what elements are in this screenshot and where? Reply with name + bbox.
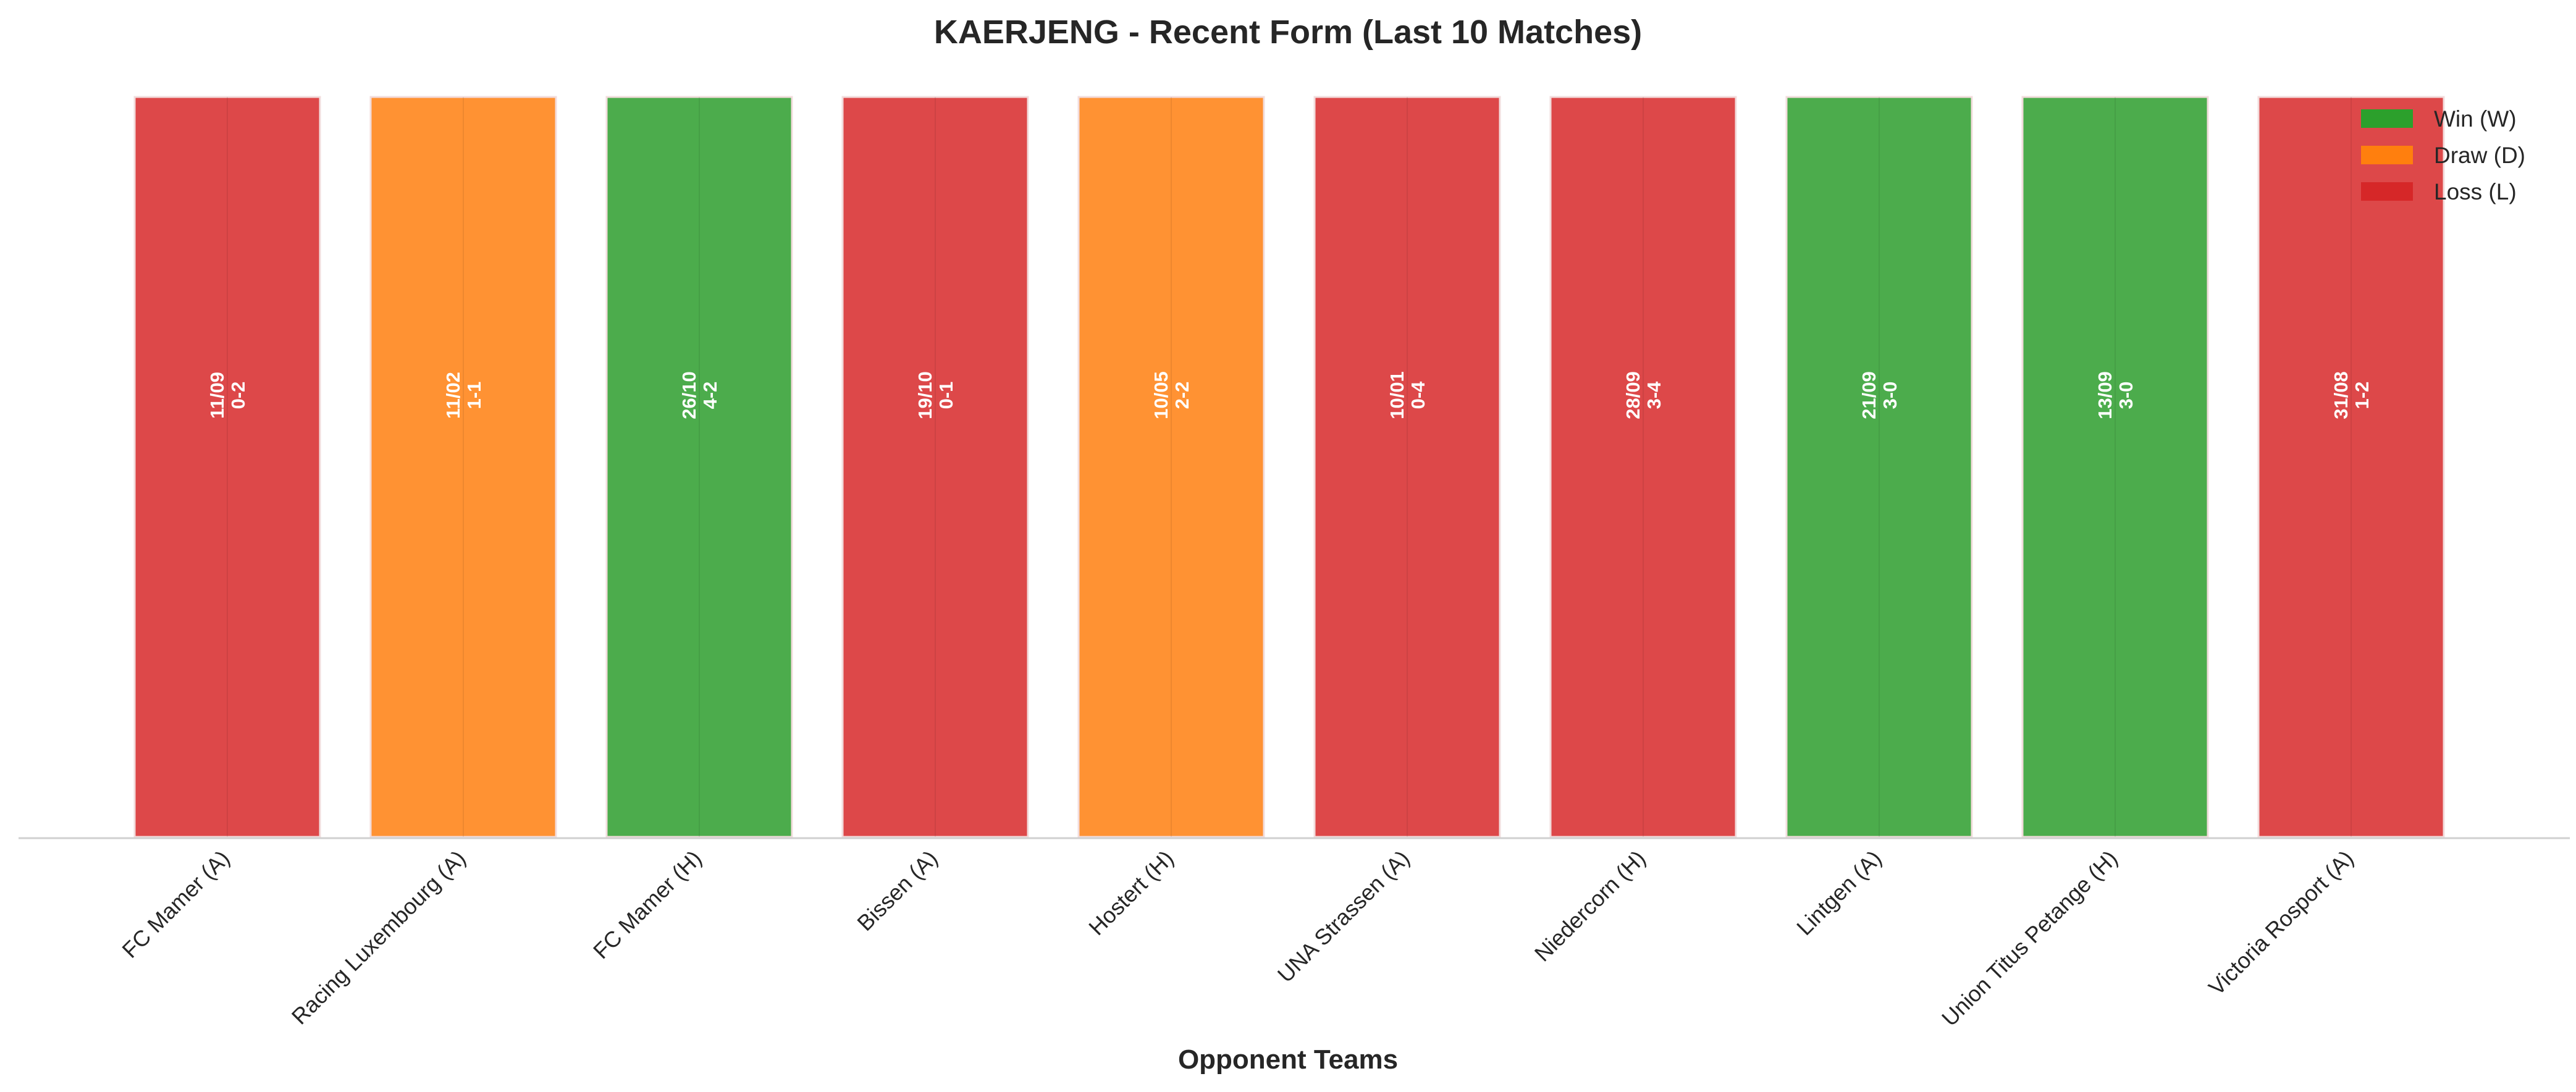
bars-group [133,96,2445,838]
bar-date-10: 31/08 [2330,371,2352,419]
x-tick-labels: FC Mamer (A) Racing Luxembourg (A) FC Mame… [117,846,2358,1031]
bar-score-4: 0-1 [935,382,957,410]
bar-4 [841,96,1029,838]
x-tick-7: Niedercorn (H) [1530,846,1651,967]
bar-score-5: 2-2 [1171,382,1193,410]
legend-swatch-d [2361,146,2413,164]
chart-title: KAERJENG - Recent Form (Last 10 Matches) [934,14,1642,51]
bar-label-2: 11/021-1 [442,372,485,419]
bar-score-9: 3-0 [2115,382,2137,410]
bar-date-4: 19/10 [914,371,936,419]
bar-score-2: 1-1 [463,382,485,410]
bar-label-8: 21/093-0 [1858,371,1901,419]
bar-score-8: 3-0 [1879,382,1901,410]
x-tick-5: Hostert (H) [1084,846,1178,940]
bar-score-3: 4-2 [699,382,721,410]
bar-date-9: 13/09 [2094,371,2116,419]
bar-6 [1313,96,1501,838]
legend-label-l: Loss (L) [2434,179,2517,204]
x-tick-10: Victoria Rosport (A) [2203,846,2359,1001]
bar-label-4: 19/100-1 [914,371,957,419]
bar-date-3: 26/10 [678,371,700,419]
bar-labels-group: 11/090-2 11/021-1 26/104-2 19/100-1 10/052-2… [206,371,2373,419]
bar-date-2: 11/02 [442,372,464,419]
bar-date-7: 28/09 [1622,371,1644,419]
bar-score-1: 0-2 [227,382,249,410]
x-tick-2: Racing Luxembourg (A) [287,846,471,1030]
bar-1 [133,96,321,838]
bar-score-10: 1-2 [2351,382,2373,410]
x-tick-6: UNA Strassen (A) [1273,846,1415,988]
bar-7 [1549,96,1737,838]
bar-date-8: 21/09 [1858,371,1880,419]
bar-5 [1077,96,1265,838]
bar-score-6: 0-4 [1407,381,1429,410]
legend-swatch-l [2361,182,2413,201]
bar-2 [369,96,557,838]
bar-3 [605,96,793,838]
bar-10 [2257,96,2445,838]
bar-8 [1785,96,1973,838]
bar-score-7: 3-4 [1643,381,1665,410]
bar-label-9: 13/093-0 [2094,371,2137,419]
x-tick-9: Union Titus Petange (H) [1937,846,2123,1031]
x-axis-label: Opponent Teams [1178,1044,1398,1075]
x-tick-4: Bissen (A) [852,846,942,936]
legend-label-w: Win (W) [2434,106,2517,132]
legend: Win (W) Draw (D) Loss (L) [2361,106,2525,204]
bar-label-1: 11/090-2 [206,372,249,419]
bar-label-10: 31/081-2 [2330,371,2373,419]
bar-label-6: 10/010-4 [1386,371,1429,419]
bar-label-5: 10/052-2 [1150,371,1193,419]
bar-label-3: 26/104-2 [678,371,721,419]
bar-9 [2021,96,2209,838]
bar-date-1: 11/09 [206,372,228,419]
legend-swatch-w [2361,109,2413,128]
legend-label-d: Draw (D) [2434,143,2525,168]
bar-label-7: 28/093-4 [1622,371,1665,419]
bar-date-5: 10/05 [1150,371,1172,419]
x-tick-1: FC Mamer (A) [117,846,234,963]
x-tick-8: Lintgen (A) [1791,846,1887,941]
bar-date-6: 10/01 [1386,371,1408,419]
x-tick-3: FC Mamer (H) [588,846,707,964]
